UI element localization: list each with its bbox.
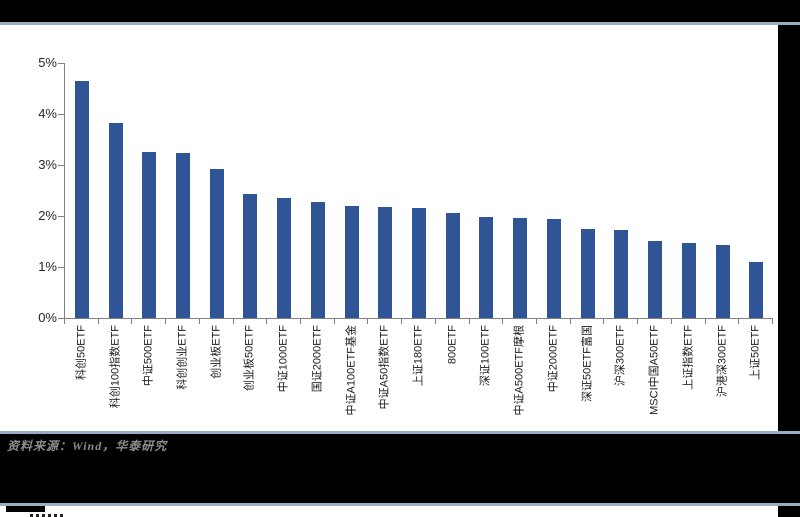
bar-slot (706, 63, 740, 318)
cropped-next-figure-marker (6, 506, 45, 512)
x-axis-tick (97, 319, 99, 324)
x-axis-tick (569, 319, 571, 324)
y-axis-tick (58, 267, 64, 268)
y-axis-tick (58, 216, 64, 217)
bar (277, 198, 292, 318)
bar-slot (503, 63, 537, 318)
bar-slot (234, 63, 268, 318)
bar (142, 152, 157, 318)
bar (648, 241, 663, 318)
top-black-band (0, 0, 800, 22)
x-axis-tick (704, 319, 706, 324)
x-axis-tick (165, 319, 167, 324)
bar (412, 208, 427, 318)
x-axis-tick (502, 319, 504, 324)
bar (681, 243, 696, 318)
bar-slot (65, 63, 99, 318)
x-axis-tick (64, 319, 65, 324)
bar-slot (672, 63, 706, 318)
bar-slot (99, 63, 133, 318)
top-separator-line (0, 22, 800, 25)
bar (74, 80, 89, 318)
bar (614, 230, 629, 318)
y-axis-tick (58, 165, 64, 166)
x-axis-tick (637, 319, 639, 324)
bar (108, 123, 123, 318)
y-axis-tick-label: 0% (38, 310, 57, 325)
y-axis-tick (58, 318, 64, 319)
bar-slot (537, 63, 571, 318)
bar (749, 261, 764, 318)
x-axis-tick (232, 319, 234, 324)
bar (445, 212, 460, 318)
bar (243, 193, 258, 318)
bar-slot (470, 63, 504, 318)
bottom-separator-line-upper (0, 431, 800, 434)
bar-slot (335, 63, 369, 318)
x-axis-tick (131, 319, 133, 324)
bar-slot (267, 63, 301, 318)
x-axis-tick (670, 319, 672, 324)
right-black-strip (778, 25, 800, 517)
y-axis-tick-label: 4% (38, 106, 57, 121)
bar (715, 245, 730, 318)
bar-slot (200, 63, 234, 318)
y-axis-line (64, 63, 65, 319)
bottom-separator-line-lower (0, 503, 800, 506)
y-axis-tick-label: 5% (38, 55, 57, 70)
y-axis-tick (58, 114, 64, 115)
bar-slot (301, 63, 335, 318)
bar-slot (605, 63, 639, 318)
x-axis-tick (603, 319, 605, 324)
x-axis-tick (536, 319, 537, 324)
x-axis-tick (333, 319, 335, 324)
x-axis-tick (198, 319, 200, 324)
x-axis-tick (401, 319, 403, 324)
cropped-next-figure-text (30, 514, 64, 517)
y-axis-tick-label: 2% (38, 208, 57, 223)
bar-slot (166, 63, 200, 318)
bar (479, 217, 494, 318)
x-axis-tick (266, 319, 268, 324)
x-axis-tick (367, 319, 369, 324)
source-note: 资料来源：Wind，华泰研究 (7, 439, 168, 453)
y-axis-tick (58, 63, 64, 64)
bar-slot (436, 63, 470, 318)
source-band: 资料来源：Wind，华泰研究 (0, 434, 800, 503)
x-axis-tick (738, 319, 740, 324)
y-axis-tick-label: 3% (38, 157, 57, 172)
x-axis-tick (434, 319, 436, 324)
bars (65, 63, 773, 318)
bar-slot (132, 63, 166, 318)
x-axis-tick (772, 319, 773, 324)
bar (580, 229, 595, 318)
bar-slot (402, 63, 436, 318)
bar (378, 207, 393, 318)
bar (209, 168, 224, 318)
bar (310, 202, 325, 318)
bar-slot (739, 63, 773, 318)
bar-chart: 0% 1% 2% 3% 4% 5% 科创50ETF 科创100指数ETF 中证500ETF 科创… (0, 25, 778, 431)
x-axis-tick (300, 319, 301, 324)
bar (513, 218, 528, 318)
bar-slot (368, 63, 402, 318)
bar (176, 153, 191, 318)
bar (546, 219, 561, 318)
bar-slot (638, 63, 672, 318)
bar-slot (571, 63, 605, 318)
x-axis-tick (468, 319, 470, 324)
x-axis-line (64, 318, 773, 319)
y-axis-tick-label: 1% (38, 259, 57, 274)
bar (344, 206, 359, 318)
